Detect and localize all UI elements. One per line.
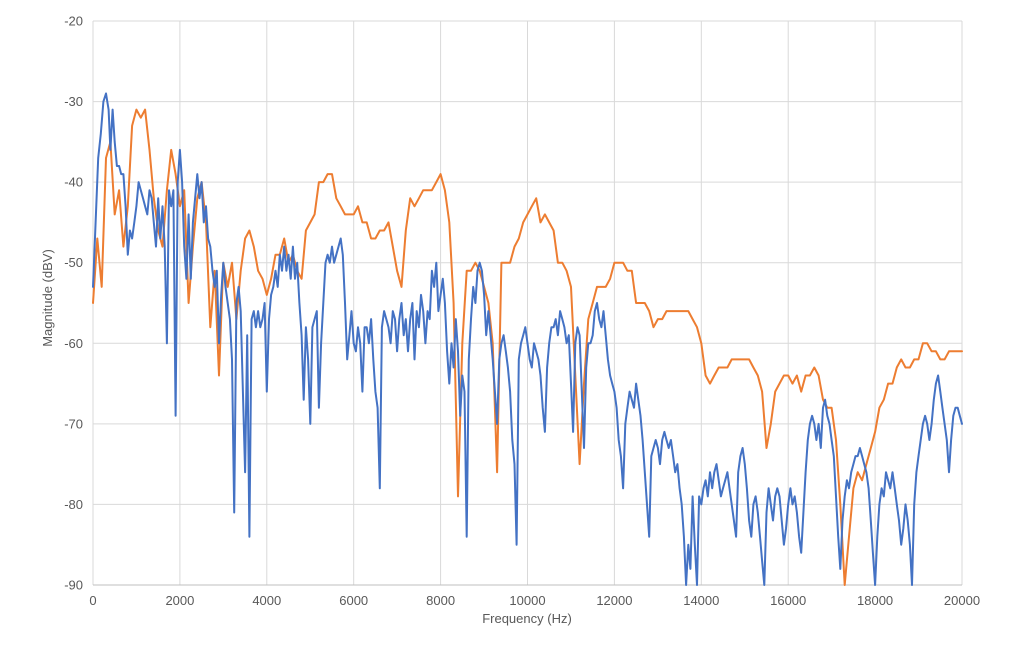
y-tick-label: -40	[64, 175, 83, 190]
x-tick-labels: 0 2000 4000 6000 8000 10000 12000 14000 16000 180…	[89, 593, 980, 608]
x-tick-label: 6000	[339, 593, 368, 608]
y-tick-label: -60	[64, 336, 83, 351]
y-tick-label: -90	[64, 578, 83, 593]
y-tick-label: -50	[64, 255, 83, 270]
orange-series-line	[92, 108, 963, 586]
blue-series-line	[92, 92, 963, 586]
y-tick-label: -20	[64, 14, 83, 29]
y-tick-label: -80	[64, 497, 83, 512]
x-tick-label: 0	[89, 593, 96, 608]
x-tick-label: 16000	[770, 593, 806, 608]
series-lines	[92, 92, 963, 586]
x-tick-label: 18000	[857, 593, 893, 608]
x-tick-label: 2000	[165, 593, 194, 608]
x-tick-label: 8000	[426, 593, 455, 608]
x-tick-label: 20000	[944, 593, 980, 608]
y-tick-label: -70	[64, 416, 83, 431]
x-tick-label: 12000	[596, 593, 632, 608]
y-tick-labels: -20 -30 -40 -50 -60 -70 -80 -90	[64, 14, 83, 593]
x-tick-label: 14000	[683, 593, 719, 608]
x-tick-label: 4000	[252, 593, 281, 608]
x-tick-label: 10000	[509, 593, 545, 608]
gridlines	[92, 20, 963, 585]
y-axis-title: Magnitude (dBV)	[40, 249, 55, 347]
y-tick-label: -30	[64, 94, 83, 109]
x-axis-title: Frequency (Hz)	[482, 611, 572, 626]
